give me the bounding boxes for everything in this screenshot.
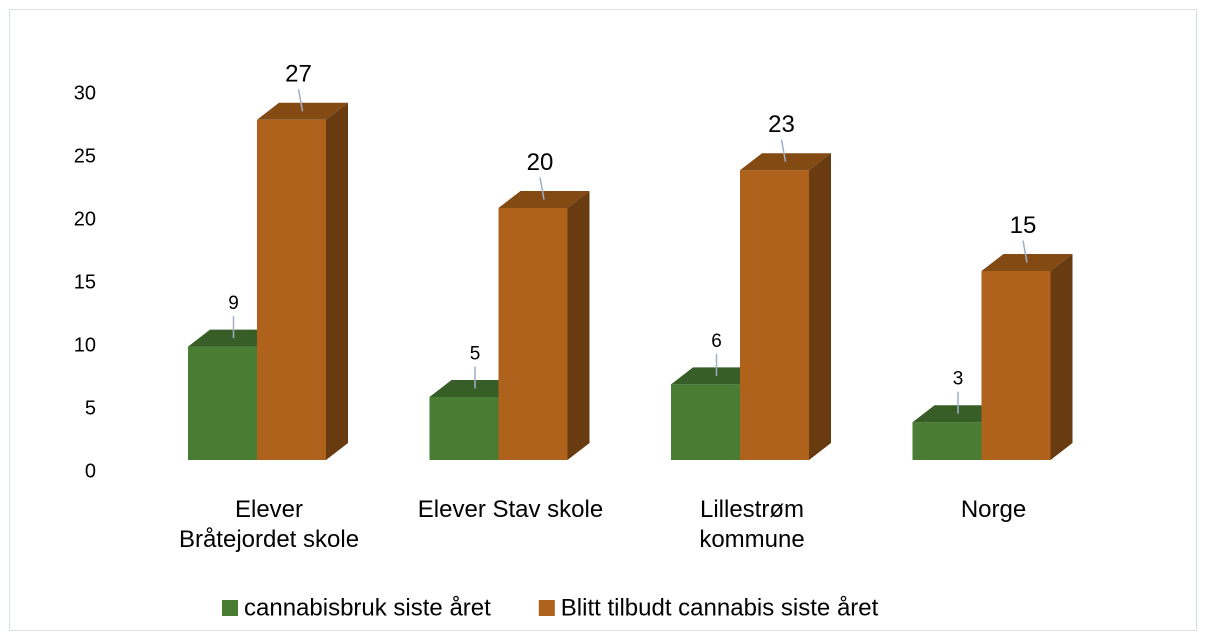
bar bbox=[498, 191, 590, 460]
bar-front bbox=[981, 271, 1051, 460]
bar-side bbox=[1050, 254, 1073, 460]
y-tick-label: 15 bbox=[74, 271, 96, 293]
y-tick-label: 10 bbox=[74, 334, 96, 356]
bar-front bbox=[740, 170, 809, 460]
leader-line bbox=[780, 139, 787, 162]
data-label: 9 bbox=[228, 293, 239, 314]
legend-swatch bbox=[538, 600, 555, 616]
bar bbox=[740, 153, 831, 460]
bar-front bbox=[671, 384, 740, 460]
x-tick-label: Norge bbox=[960, 496, 1027, 523]
x-tick-label: Elever Bråtejordet skole bbox=[178, 496, 360, 553]
bar-side bbox=[809, 153, 831, 460]
chart-frame bbox=[9, 9, 1197, 631]
bar-front bbox=[257, 119, 326, 461]
data-label: 15 bbox=[1010, 212, 1037, 239]
legend-label: cannabisbruk siste året bbox=[244, 594, 491, 621]
leader-line bbox=[539, 177, 545, 200]
y-tick-label: 30 bbox=[74, 82, 96, 104]
bar bbox=[981, 254, 1073, 460]
data-label: 27 bbox=[285, 61, 312, 88]
bar-side bbox=[567, 191, 590, 460]
leader-line bbox=[297, 89, 304, 112]
bar-front bbox=[912, 422, 982, 460]
x-tick-label: Elever Stav skole bbox=[417, 496, 604, 523]
y-tick-label: 20 bbox=[74, 208, 96, 230]
data-label: 6 bbox=[711, 331, 722, 352]
bar-side bbox=[326, 102, 348, 461]
data-label: 3 bbox=[953, 369, 964, 390]
data-label: 20 bbox=[527, 149, 554, 176]
bar-front bbox=[498, 208, 568, 460]
bar bbox=[257, 102, 348, 461]
bar-front bbox=[188, 346, 257, 460]
bar-front bbox=[429, 397, 499, 460]
data-label: 23 bbox=[768, 111, 795, 138]
y-tick-label: 0 bbox=[85, 460, 96, 482]
x-tick-label: Lillestrøm kommune bbox=[699, 496, 805, 553]
y-tick-label: 5 bbox=[85, 397, 96, 419]
data-label: 5 bbox=[470, 344, 481, 365]
legend-swatch bbox=[222, 600, 238, 616]
leader-line bbox=[1022, 240, 1028, 263]
y-tick-label: 25 bbox=[74, 145, 96, 167]
legend-label: Blitt tilbudt cannabis siste året bbox=[561, 594, 879, 621]
